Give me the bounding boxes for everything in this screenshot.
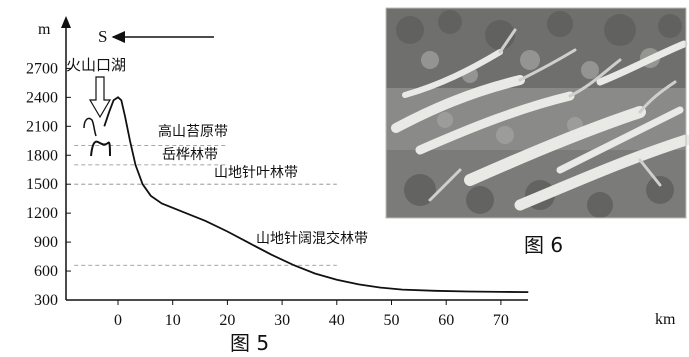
y-axis-ticks: 300 600 900 1200 1500 1800 2100 2400 2700: [26, 60, 71, 309]
figure6-caption: 图 6: [524, 233, 563, 257]
figure5-caption: 图 5: [230, 331, 269, 355]
x-tick-label: 30: [274, 312, 290, 329]
y-tick-label: 900: [34, 234, 58, 251]
x-tick-label: 50: [384, 312, 400, 329]
x-tick-label: 40: [329, 312, 345, 329]
x-axis-unit: km: [655, 311, 676, 328]
vegetation-boundary-lines: [74, 145, 337, 266]
y-tick-label: 300: [34, 292, 58, 309]
x-tick-label: 10: [165, 312, 181, 329]
y-tick-label: 600: [34, 263, 58, 280]
zone-label-mixed-forest: 山地针阔混交林带: [256, 230, 368, 247]
y-tick-label: 2700: [26, 60, 58, 77]
crater-lake-basin: [90, 140, 111, 157]
crater-rim-left: [83, 117, 97, 137]
x-tick-label: 60: [438, 312, 454, 329]
y-tick-label: 2100: [26, 118, 58, 135]
fallen-trees-photo: [385, 7, 689, 219]
y-tick-label: 1500: [26, 176, 58, 193]
zone-label-coniferous-forest: 山地针叶林带: [214, 165, 298, 181]
terrain-profile-line: [103, 96, 529, 293]
crater-down-arrow-icon: [88, 76, 112, 119]
y-tick-label: 1800: [26, 147, 58, 164]
y-axis-arrow-icon: [61, 16, 71, 28]
y-axis-unit: m: [38, 21, 51, 38]
direction-label: S: [98, 27, 107, 46]
zone-label-birch-forest: 岳桦林带: [162, 147, 218, 163]
crater-lake-label: 火山口湖: [66, 56, 126, 74]
x-tick-label: 0: [114, 312, 122, 329]
y-tick-label: 2400: [26, 89, 58, 106]
zone-label-alpine-tundra: 高山苔原带: [158, 123, 228, 140]
x-axis-ticks: 0 10 20 30 40 50 60 70: [114, 300, 509, 329]
elevation-profile-figure: 300 600 900 1200 1500 1800 2100 2400 2700 0 10 20 3…: [26, 16, 676, 355]
y-tick-label: 1200: [26, 205, 58, 222]
x-tick-label: 70: [493, 312, 509, 329]
x-tick-label: 20: [219, 312, 235, 329]
